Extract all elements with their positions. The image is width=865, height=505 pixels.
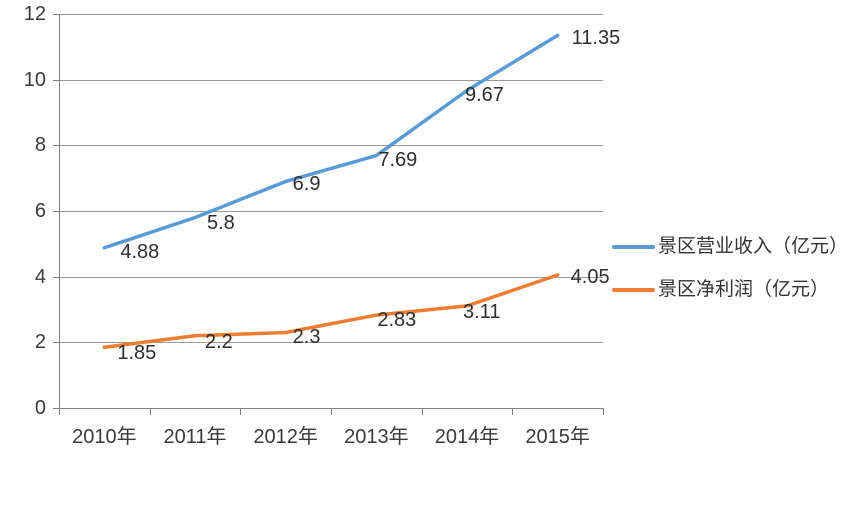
legend-item-net-profit: 景区净利润（亿元）	[612, 278, 829, 302]
data-label: 6.9	[292, 173, 321, 196]
data-label: 1.85	[117, 342, 157, 365]
data-label: 4.88	[120, 240, 160, 263]
data-label: 2.3	[292, 326, 321, 349]
data-label: 2.83	[377, 309, 417, 332]
data-label: 9.67	[465, 83, 504, 106]
data-label: 11.35	[571, 27, 621, 50]
x-axis-label: 2015年	[525, 426, 590, 448]
data-label: 3.11	[463, 300, 501, 323]
y-axis-label: 12	[23, 3, 46, 25]
x-axis-label: 2013年	[344, 426, 409, 448]
legend-line-swatch-net-profit	[612, 288, 655, 292]
data-label: 5.8	[207, 211, 235, 234]
series-line-revenue	[102, 33, 560, 250]
y-axis-label: 10	[23, 68, 46, 91]
series-line-net-profit	[102, 273, 560, 350]
legend-item-revenue: 景区营业收入（亿元）	[612, 235, 848, 259]
x-axis-label: 2010年	[72, 426, 137, 448]
x-axis-label: 2012年	[253, 426, 318, 448]
y-axis-label: 4	[34, 265, 46, 288]
y-axis-label: 6	[34, 200, 46, 222]
y-axis-label: 8	[34, 134, 46, 157]
x-axis-label: 2014年	[434, 426, 500, 448]
legend-line-swatch-revenue	[612, 245, 655, 249]
data-label: 7.69	[378, 148, 418, 171]
legend-label-revenue: 景区营业收入（亿元）	[658, 236, 849, 257]
y-axis-label: 0	[34, 397, 46, 419]
legend-label-net-profit: 景区净利润（亿元）	[658, 279, 830, 300]
data-label: 4.05	[570, 266, 610, 289]
data-label: 2.2	[205, 330, 233, 353]
y-axis-label: 2	[34, 331, 46, 354]
x-axis-label: 2011年	[163, 426, 227, 448]
